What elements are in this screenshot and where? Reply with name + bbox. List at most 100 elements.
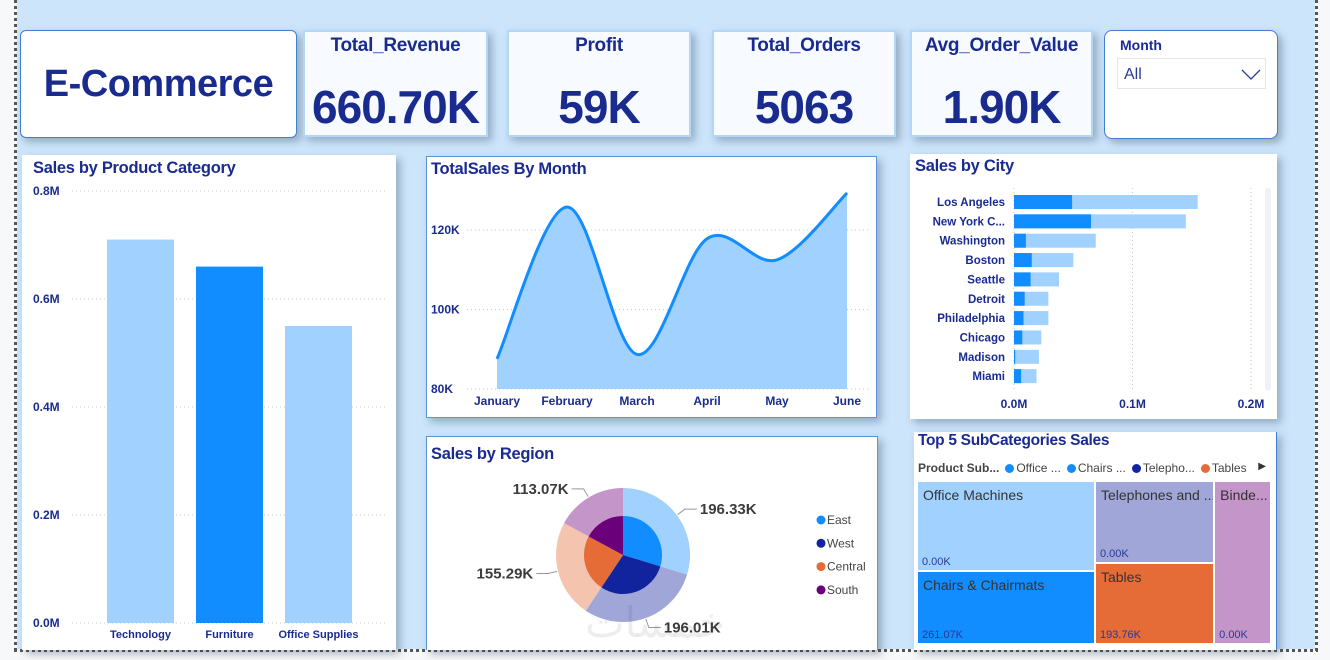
data-label: 113.07K: [513, 481, 569, 498]
kpi-value: 660.70K: [312, 81, 480, 133]
bar-highlighted[interactable]: [1014, 253, 1032, 268]
treemap: Office Machines 0.00K Chairs & Chairmats 26…: [914, 432, 1277, 650]
data-point[interactable]: [496, 358, 498, 360]
y-tick-label: 0.6M: [33, 292, 60, 306]
legend-label[interactable]: East: [827, 513, 852, 527]
x-tick-label: January: [474, 394, 520, 408]
x-tick-label: 0.1M: [1119, 397, 1146, 411]
scrollbar[interactable]: [1265, 188, 1271, 391]
y-tick-label: 0.4M: [33, 400, 60, 414]
legend-label[interactable]: Central: [827, 560, 866, 574]
legend-marker: [1066, 463, 1076, 473]
legend-marker[interactable]: [816, 585, 826, 595]
cell-label: Office Machines: [923, 487, 1024, 503]
legend-item[interactable]: Chairs ...: [1066, 461, 1126, 475]
x-tick-label: Office Supplies: [278, 629, 358, 641]
bar-highlighted[interactable]: [1014, 349, 1016, 364]
y-tick-label: 0.2M: [33, 508, 60, 522]
chart-title: TotalSales By Month: [431, 160, 587, 178]
bar[interactable]: [107, 239, 174, 623]
pie-slice-highlight[interactable]: [584, 536, 623, 588]
treemap-cell[interactable]: Chairs & Chairmats 261.07K: [918, 571, 1094, 643]
cell-label: Binde...: [1220, 487, 1268, 503]
kpi-value: 1.90K: [942, 81, 1062, 133]
kpi-card-avg-order-value[interactable]: Avg_Order_Value 1.90K: [910, 30, 1093, 137]
y-tick-label: 80K: [431, 382, 453, 396]
leader-line: [536, 570, 558, 575]
data-point[interactable]: [706, 238, 708, 240]
data-point[interactable]: [846, 192, 848, 194]
bar-highlighted[interactable]: [1014, 330, 1023, 345]
legend-marker[interactable]: [816, 515, 826, 525]
kpi-value: 59K: [558, 81, 640, 133]
category-label: Detroit: [968, 294, 1005, 306]
kpi-card-total-orders[interactable]: Total_Orders 5063: [712, 30, 896, 137]
bar[interactable]: [285, 326, 352, 623]
legend-item[interactable]: Office ...: [1005, 461, 1061, 475]
category-label: Madison: [958, 352, 1005, 364]
top-subcategories-treemap-card: Top 5 SubCategories Sales Product Sub...…: [914, 432, 1277, 650]
data-point[interactable]: [566, 206, 568, 208]
data-point[interactable]: [776, 259, 778, 261]
kpi-label: Total_Revenue: [330, 35, 461, 56]
product-category-bar-chart: 0.0M 0.2M 0.4M 0.6M 0.8M Technology Furniture O…: [33, 184, 388, 641]
leader-line: [571, 488, 589, 497]
canvas-border-left: [14, 0, 17, 652]
bar-highlighted[interactable]: [1014, 195, 1073, 209]
kpi-label: Total_Orders: [747, 35, 861, 56]
data-point[interactable]: [636, 353, 638, 355]
pie-slice-highlight[interactable]: [601, 555, 661, 594]
bar-total[interactable]: [1014, 233, 1096, 248]
chart-title: Sales by Region: [431, 445, 554, 463]
legend-marker: [1200, 463, 1210, 473]
x-tick-label: February: [541, 394, 593, 408]
legend-marker[interactable]: [816, 538, 826, 548]
treemap-cell[interactable]: Telephones and ... 0.00K: [1095, 482, 1214, 562]
data-label: 196.01K: [664, 620, 721, 637]
x-tick-label: April: [693, 394, 720, 408]
legend-item[interactable]: Telepho...: [1131, 461, 1195, 475]
bar-highlighted[interactable]: [1014, 369, 1022, 384]
treemap-cell[interactable]: Office Machines 0.00K: [918, 482, 1094, 570]
bar-highlighted[interactable]: [1014, 311, 1024, 326]
legend-label[interactable]: South: [827, 583, 858, 597]
kpi-label: Profit: [575, 35, 623, 56]
bar-highlighted[interactable]: [1014, 214, 1092, 229]
sales-by-region-pie-chart: 196.33K 196.01K 155.29K 113.07K East West Cent…: [477, 481, 866, 637]
area-fill: [497, 193, 847, 389]
leader-line: [677, 508, 697, 515]
x-tick-label: Technology: [110, 629, 172, 641]
bar-total[interactable]: [1014, 349, 1039, 364]
bar-highlighted[interactable]: [1014, 291, 1025, 306]
cell-value: 193.76K: [1099, 628, 1141, 641]
x-tick-label: 0.2M: [1238, 397, 1265, 411]
treemap-cell[interactable]: Binde... 0.00K: [1215, 482, 1270, 643]
bar-highlighted[interactable]: [1014, 272, 1031, 287]
x-tick-label: Furniture: [205, 629, 253, 641]
treemap-cell[interactable]: Tables 193.76K: [1095, 563, 1214, 643]
legend-next-icon[interactable]: ▶: [1258, 461, 1266, 472]
x-tick-label: 0.0M: [1001, 397, 1028, 411]
pie-slice-highlight[interactable]: [588, 516, 623, 555]
cell-label: Telephones and ...: [1100, 487, 1214, 503]
kpi-card-total-revenue[interactable]: Total_Revenue 660.70K: [303, 30, 488, 137]
bar-highlighted[interactable]: [1014, 233, 1026, 248]
bar[interactable]: [196, 266, 263, 623]
data-label: 196.33K: [700, 501, 757, 518]
legend-marker: [1131, 463, 1141, 473]
sales-by-city-bar-chart: 0.0M 0.1M 0.2M Los Angeles New York C... Wash…: [933, 188, 1271, 411]
legend-label[interactable]: West: [827, 536, 855, 550]
month-dropdown[interactable]: All: [1117, 58, 1266, 89]
report-title-card: E-Commerce: [20, 30, 297, 138]
kpi-value: 5063: [754, 81, 854, 133]
legend-item[interactable]: Tables: [1200, 461, 1247, 475]
legend-marker[interactable]: [816, 562, 826, 572]
pie-slice-highlight[interactable]: [623, 516, 662, 567]
x-tick-label: May: [765, 394, 789, 408]
canvas-border-bottom: [14, 649, 1318, 652]
y-tick-label: 0.0M: [33, 616, 60, 630]
chevron-down-icon[interactable]: [1241, 69, 1261, 81]
cell-value: 0.00K: [1219, 629, 1248, 641]
y-tick-label: 100K: [431, 303, 460, 317]
kpi-card-profit[interactable]: Profit 59K: [507, 30, 691, 137]
